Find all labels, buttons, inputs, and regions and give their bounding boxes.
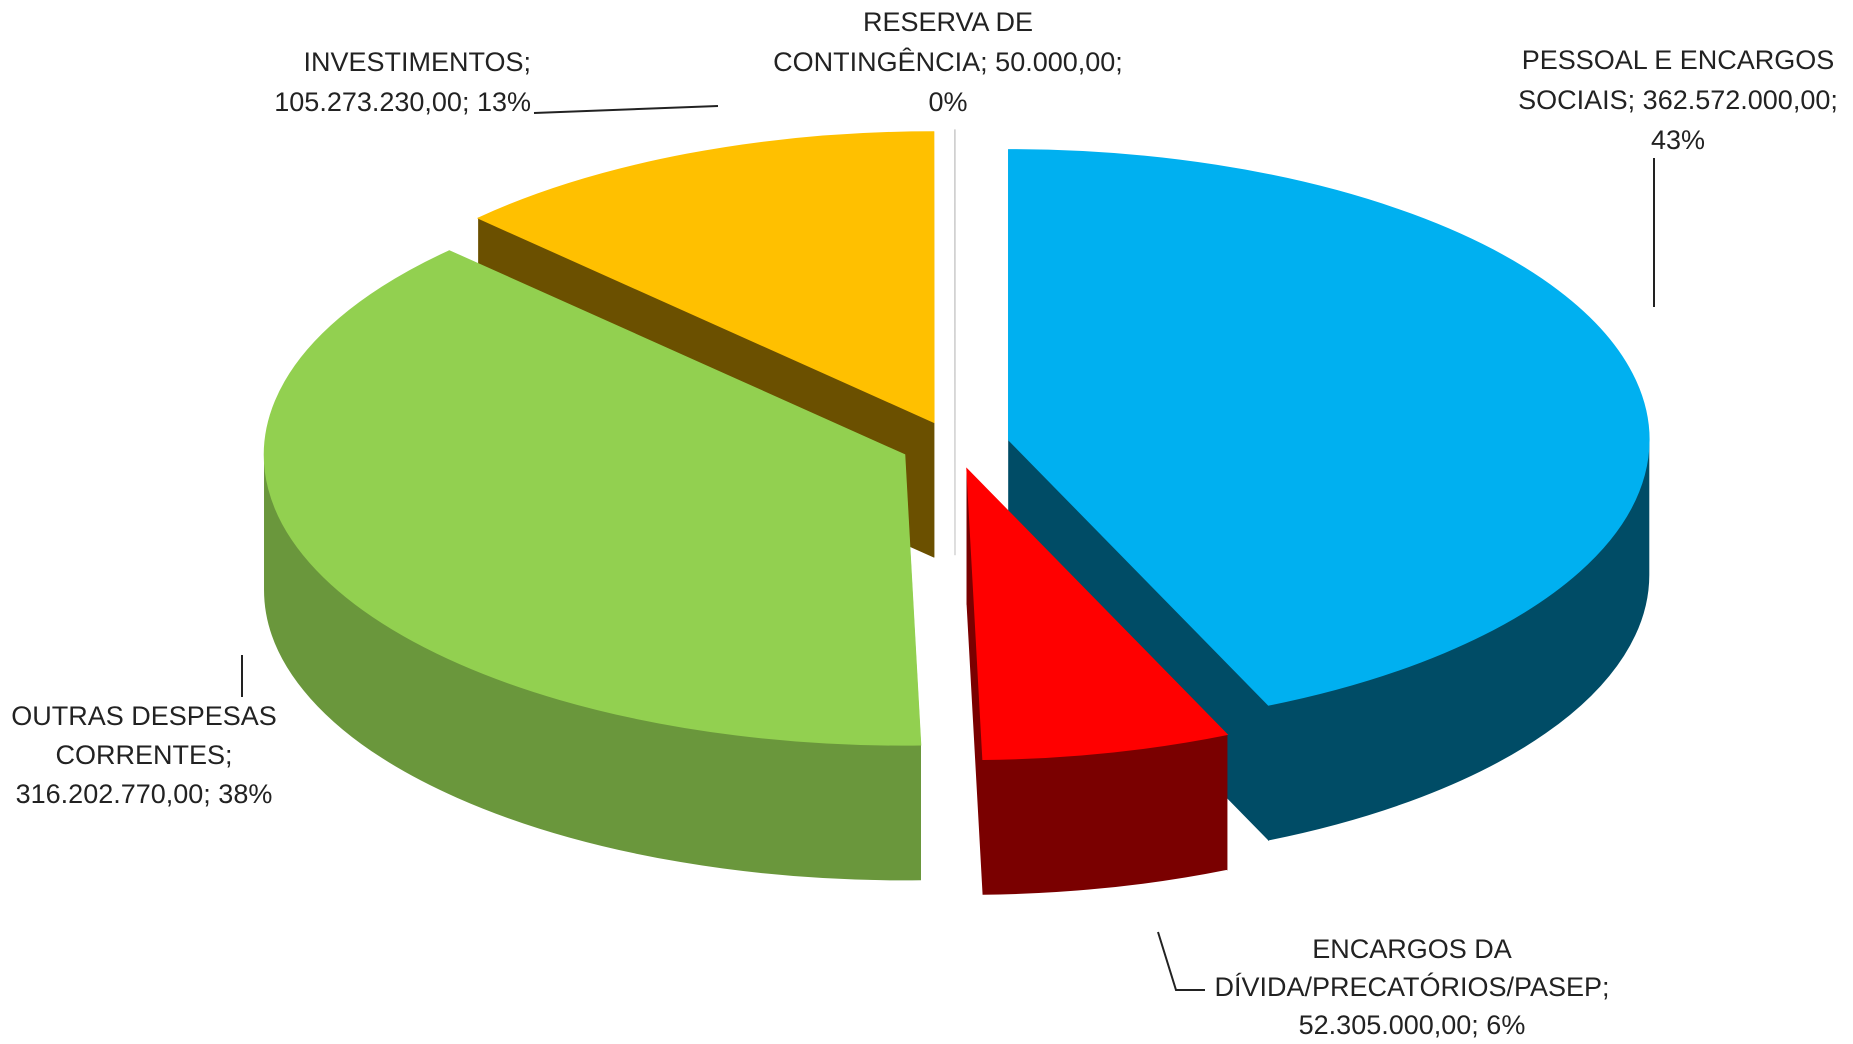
data-label: INVESTIMENTOS; [303, 47, 531, 77]
data-label: PESSOAL E ENCARGOS [1522, 45, 1835, 75]
slice-top [966, 467, 1229, 760]
data-label: 316.202.770,00; 38% [16, 779, 273, 809]
data-label: RESERVA DE [863, 7, 1033, 37]
data-label: 0% [928, 87, 967, 117]
data-label: ENCARGOS DA [1312, 934, 1512, 964]
slice-top [1008, 149, 1650, 706]
slice [966, 467, 1229, 895]
leader-line [533, 105, 719, 114]
data-label: 43% [1651, 125, 1705, 155]
slice-top [263, 250, 922, 746]
data-label: 105.273.230,00; 13% [274, 87, 531, 117]
data-label: OUTRAS DESPESAS [11, 701, 277, 731]
data-label: 52.305.000,00; 6% [1299, 1010, 1526, 1040]
data-label: CONTINGÊNCIA; 50.000,00; [773, 46, 1123, 77]
leader-line [1157, 931, 1205, 991]
data-label: DÍVIDA/PRECATÓRIOS/PASEP; [1214, 971, 1609, 1002]
data-label: SOCIAIS; 362.572.000,00; [1518, 85, 1838, 115]
slice [263, 250, 922, 881]
slice-top [476, 131, 935, 424]
data-label: CORRENTES; [55, 740, 232, 770]
